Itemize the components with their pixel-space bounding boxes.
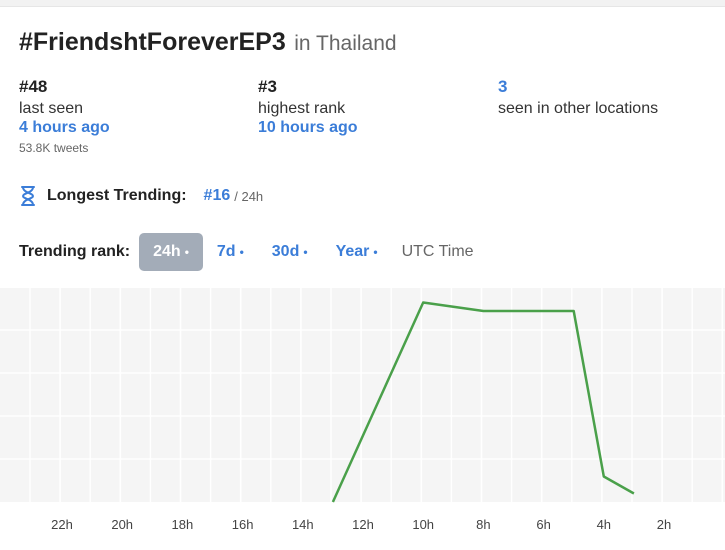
x-tick-label: 14h xyxy=(292,517,314,532)
x-axis-ticks: 22h 20h 18h 16h 14h 12h 10h 8h 6h 4h 2h xyxy=(51,517,671,532)
stat-last-seen: #48 last seen 4 hours ago 53.8K tweets xyxy=(19,77,110,155)
other-locations-count-link[interactable]: 3 xyxy=(498,77,508,96)
x-tick-label: 2h xyxy=(657,517,671,532)
highest-rank-value: #3 xyxy=(258,77,277,96)
x-tick-label: 8h xyxy=(476,517,490,532)
last-seen-rank: #48 xyxy=(19,77,48,96)
chart-plot-area xyxy=(0,288,725,502)
location-label: in Thailand xyxy=(294,32,397,55)
x-tick-label: 20h xyxy=(111,517,133,532)
top-divider xyxy=(0,0,725,7)
x-tick-label: 4h xyxy=(597,517,611,532)
longest-trending: Longest Trending: #16 / 24h xyxy=(19,185,263,207)
tweet-count: 53.8K tweets xyxy=(19,141,89,155)
hashtag-title: #FriendshtForeverEP3 xyxy=(19,28,286,56)
stat-highest-rank: #3 highest rank 10 hours ago xyxy=(258,77,358,137)
last-seen-label: last seen xyxy=(19,100,84,117)
hourglass-icon xyxy=(21,186,35,206)
range-tab-24h[interactable]: 24h • xyxy=(139,233,203,271)
x-tick-label: 16h xyxy=(232,517,254,532)
chart-grid xyxy=(0,288,725,502)
longest-trending-rank-link[interactable]: #16 xyxy=(203,187,231,204)
last-seen-time-link[interactable]: 4 hours ago xyxy=(19,119,110,136)
longest-trending-label: Longest Trending: xyxy=(47,187,187,204)
stat-other-locations: 3 seen in other locations xyxy=(498,77,658,118)
utc-time-toggle[interactable]: UTC Time xyxy=(401,243,474,260)
x-tick-label: 12h xyxy=(352,517,374,532)
trending-rank-controls: Trending rank: 24h • 7d • 30d • Year • UTC T… xyxy=(19,232,478,272)
rank-series-points xyxy=(332,302,635,503)
highest-rank-time-link[interactable]: 10 hours ago xyxy=(258,119,358,136)
highest-rank-label: highest rank xyxy=(258,100,346,117)
rank-series-line xyxy=(331,301,635,503)
trending-rank-chart: 22h 20h 18h 16h 14h 12h 10h 8h 6h 4h 2h xyxy=(0,288,725,532)
other-locations-label: seen in other locations xyxy=(498,100,659,117)
x-tick-label: 18h xyxy=(172,517,194,532)
page-title: #FriendshtForeverEP3 in Thailand xyxy=(19,28,397,57)
range-tab-30d[interactable]: 30d • xyxy=(271,243,308,260)
trending-rank-label: Trending rank: xyxy=(19,243,131,260)
range-tab-year[interactable]: Year • xyxy=(335,243,378,260)
x-tick-label: 22h xyxy=(51,517,73,532)
longest-trending-period: / 24h xyxy=(234,188,264,204)
x-tick-label: 6h xyxy=(536,517,550,532)
range-tab-7d[interactable]: 7d • xyxy=(216,243,244,260)
x-tick-label: 10h xyxy=(412,517,434,532)
